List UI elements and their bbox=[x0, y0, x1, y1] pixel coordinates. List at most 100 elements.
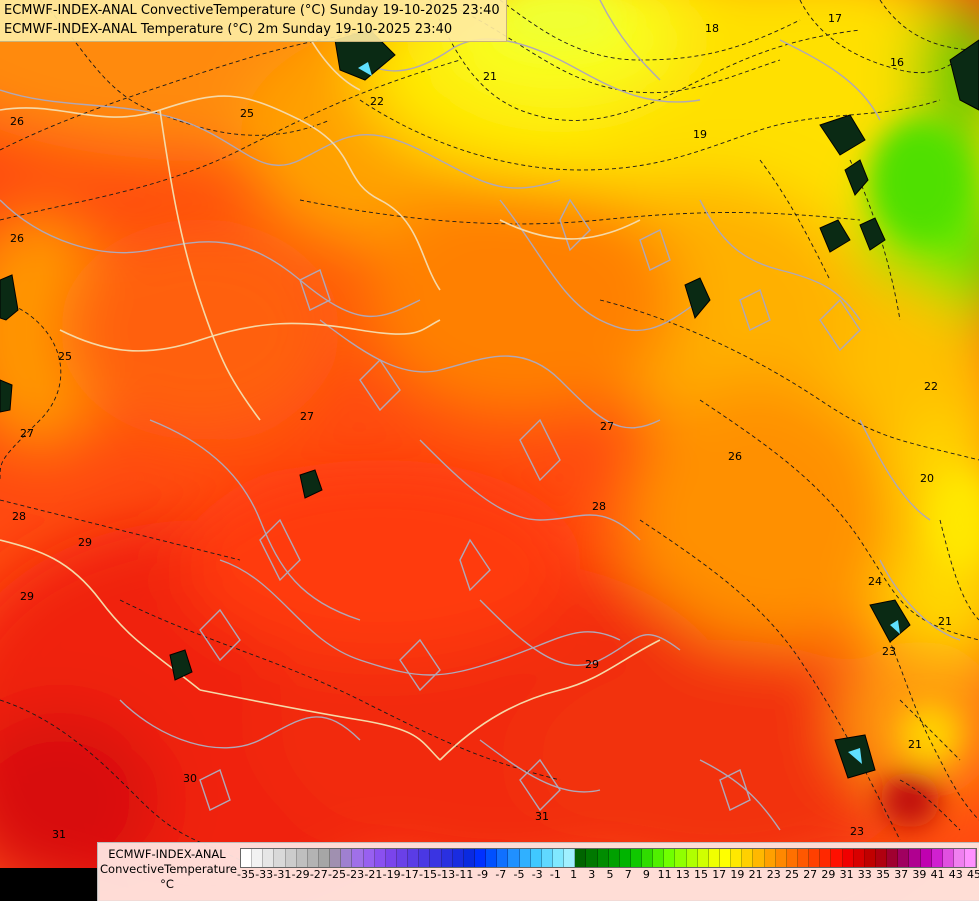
legend-tick-label: -9 bbox=[477, 868, 489, 881]
legend-swatch bbox=[474, 849, 487, 867]
legend-swatch bbox=[252, 849, 264, 867]
convective-contours bbox=[0, 0, 961, 831]
legend-swatch bbox=[864, 849, 877, 867]
contour-label: 21 bbox=[938, 615, 952, 628]
legend-swatch bbox=[586, 849, 598, 867]
legend-swatch bbox=[241, 849, 253, 867]
legend-swatch bbox=[274, 849, 286, 867]
map-title-convective: ECMWF-INDEX-ANAL ConvectiveTemperature (… bbox=[4, 3, 500, 18]
legend-tick-label: -11 bbox=[455, 868, 474, 881]
legend-swatch bbox=[575, 849, 587, 867]
legend-tick-label: -13 bbox=[437, 868, 456, 881]
legend-tick-label: -1 bbox=[549, 868, 561, 881]
legend-swatch bbox=[942, 849, 954, 867]
contour-label: 22 bbox=[924, 380, 938, 393]
legend-swatch bbox=[608, 849, 620, 867]
legend-tick-label: 31 bbox=[839, 868, 854, 881]
legend-swatch bbox=[341, 849, 353, 867]
legend-tick-label: 11 bbox=[657, 868, 672, 881]
legend-tick-label: 19 bbox=[730, 868, 745, 881]
legend-tick-labels: -35 -33 -31 -29 -27 -25 -23 -21 -19 -17 -15 -13 -11-… bbox=[237, 868, 979, 886]
legend-swatch bbox=[285, 849, 297, 867]
contour-label: 25 bbox=[240, 107, 254, 120]
legend-tick-label: 27 bbox=[803, 868, 818, 881]
legend-swatch bbox=[330, 849, 342, 867]
legend-tick-label: 25 bbox=[785, 868, 799, 881]
legend-swatch bbox=[820, 849, 832, 867]
legend-swatch bbox=[931, 849, 943, 867]
contour-label: 17 bbox=[828, 12, 842, 25]
legend-tick-label: 9 bbox=[642, 868, 650, 881]
legend-swatch bbox=[920, 849, 932, 867]
color-legend: ECMWF-INDEX-ANAL ConvectiveTemperature °… bbox=[97, 842, 979, 901]
legend-swatch bbox=[831, 849, 843, 867]
contour-label: 26 bbox=[728, 450, 742, 463]
legend-swatch bbox=[452, 849, 464, 867]
legend-swatch bbox=[697, 849, 709, 867]
contour-label: 29 bbox=[78, 536, 92, 549]
legend-tick-label: 45 bbox=[967, 868, 979, 881]
contour-label: 30 bbox=[183, 772, 197, 785]
legend-swatch bbox=[786, 849, 799, 867]
contour-label: 27 bbox=[300, 410, 314, 423]
legend-tick-label: 43 bbox=[948, 868, 963, 881]
legend-tick-label: -15 bbox=[419, 868, 437, 881]
legend-tick-label: 39 bbox=[912, 868, 927, 881]
legend-swatch bbox=[564, 849, 576, 867]
legend-swatch bbox=[441, 849, 453, 867]
contour-label: 22 bbox=[370, 95, 384, 108]
legend-tick-label: -7 bbox=[495, 868, 507, 881]
legend-swatch bbox=[263, 849, 275, 867]
legend-swatch bbox=[731, 849, 743, 867]
legend-swatch bbox=[541, 849, 553, 867]
legend-swatch bbox=[898, 849, 910, 867]
legend-swatch bbox=[419, 849, 431, 867]
legend-swatch bbox=[619, 849, 631, 867]
legend-swatch bbox=[396, 849, 409, 867]
contour-label: 16 bbox=[890, 56, 904, 69]
legend-tick-label: 15 bbox=[694, 868, 708, 881]
legend-tick-label: -31 bbox=[273, 868, 292, 881]
legend-tick-label: 21 bbox=[748, 868, 763, 881]
legend-swatch bbox=[686, 849, 698, 867]
legend-tick-label: -19 bbox=[382, 868, 401, 881]
legend-swatch bbox=[653, 849, 665, 867]
legend-swatch bbox=[720, 849, 732, 867]
legend-tick-label: 35 bbox=[876, 868, 890, 881]
borders bbox=[0, 19, 661, 761]
contour-label: 19 bbox=[693, 128, 707, 141]
contour-label: 31 bbox=[535, 810, 549, 823]
legend-swatch bbox=[909, 849, 921, 867]
contour-label: 18 bbox=[705, 22, 719, 35]
legend-tick-label: 13 bbox=[675, 868, 690, 881]
legend-swatch bbox=[318, 849, 331, 867]
legend-color-bar bbox=[240, 848, 977, 868]
legend-swatch bbox=[463, 849, 475, 867]
legend-tick-label: 1 bbox=[570, 868, 578, 881]
legend-swatch bbox=[497, 849, 509, 867]
legend-swatch bbox=[798, 849, 810, 867]
legend-swatch bbox=[675, 849, 687, 867]
contour-labels: 26 25 22 21 18 17 16 19 26 25 27 22 20 2… bbox=[10, 12, 952, 841]
legend-tick-label: -17 bbox=[400, 868, 419, 881]
legend-tick-label: 33 bbox=[857, 868, 872, 881]
contour-label: 25 bbox=[58, 350, 72, 363]
legend-swatch bbox=[764, 849, 776, 867]
no-data-area bbox=[0, 868, 100, 900]
legend-swatch bbox=[753, 849, 765, 867]
contour-label: 28 bbox=[592, 500, 606, 513]
legend-unit: °C bbox=[160, 877, 174, 891]
legend-tick-label: -23 bbox=[346, 868, 365, 881]
contour-label: 23 bbox=[882, 645, 896, 658]
contour-label: 29 bbox=[20, 590, 34, 603]
legend-swatch bbox=[809, 849, 821, 867]
legend-swatch bbox=[552, 849, 565, 867]
legend-swatch bbox=[519, 849, 531, 867]
contour-label: 21 bbox=[483, 70, 497, 83]
legend-swatch bbox=[296, 849, 308, 867]
temperature-field-detail bbox=[500, 0, 979, 828]
contour-label: 20 bbox=[920, 472, 934, 485]
legend-swatch bbox=[530, 849, 542, 867]
